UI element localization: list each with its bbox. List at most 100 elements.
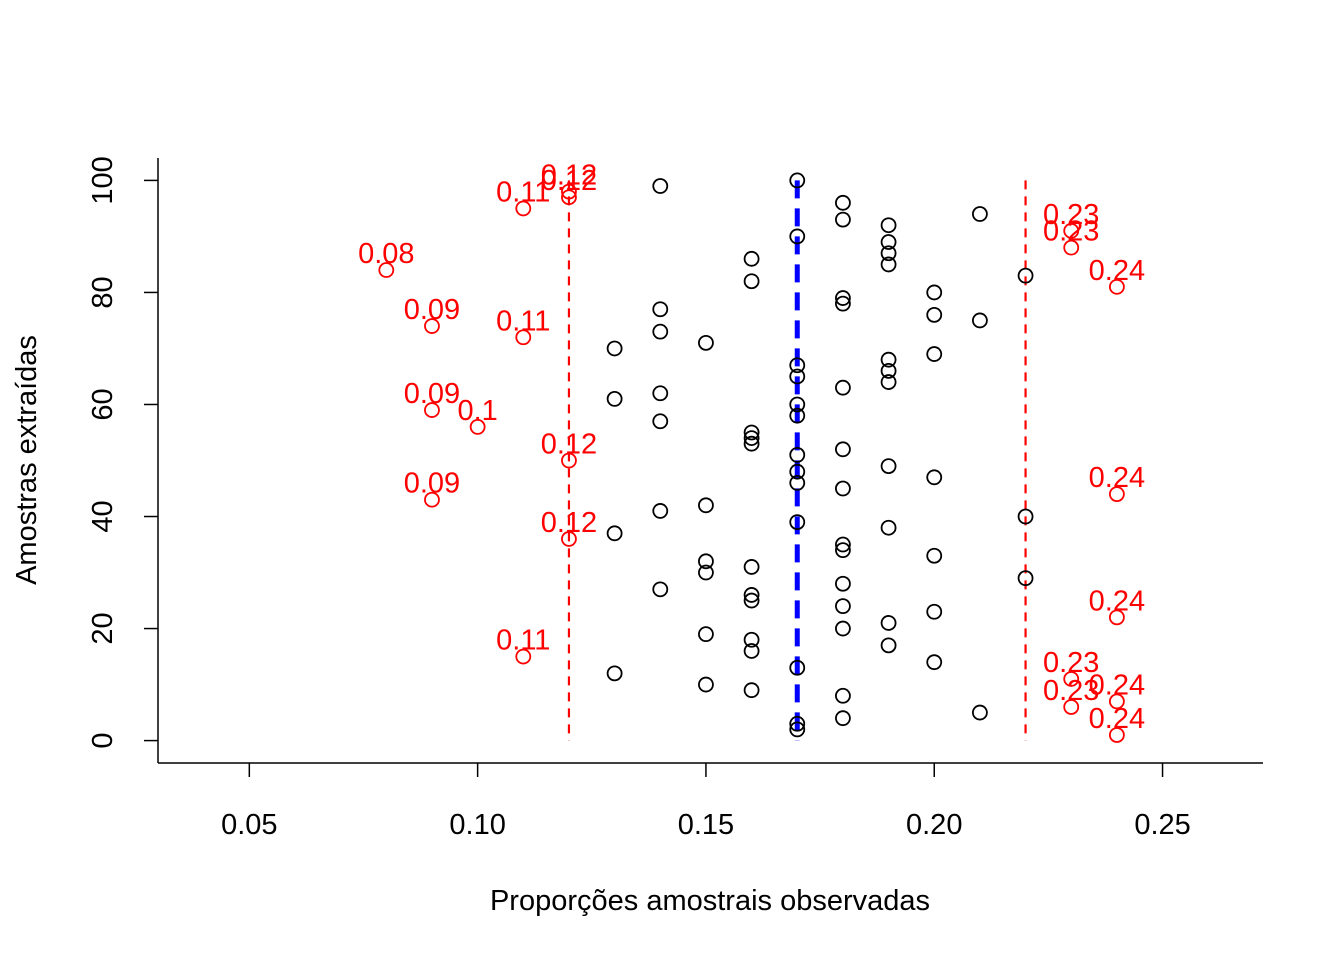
data-point <box>652 323 669 340</box>
outlier-point <box>1063 222 1080 239</box>
data-point <box>972 206 988 222</box>
data-point <box>835 536 851 553</box>
data-point <box>743 435 760 452</box>
data-point <box>698 564 714 581</box>
x-tick-label: 0.25 <box>1134 809 1190 841</box>
outlier-label: 0.11 <box>496 176 550 208</box>
outlier-point <box>515 200 532 217</box>
outlier-point <box>424 318 440 334</box>
data-point <box>835 710 851 727</box>
outlier-point <box>378 262 395 278</box>
outlier-label: 0.09 <box>404 378 460 410</box>
data-point <box>652 178 669 194</box>
outlier-point <box>1108 727 1125 743</box>
data-point <box>926 284 943 301</box>
data-point <box>835 542 851 559</box>
outlier-point <box>561 452 577 469</box>
outlier-point <box>1063 239 1080 256</box>
data-point <box>835 620 851 637</box>
data-point <box>835 598 851 615</box>
data-point <box>698 553 714 570</box>
data-point <box>652 503 669 519</box>
data-point <box>880 234 897 250</box>
outlier-label: 0.24 <box>1089 703 1145 735</box>
data-point <box>880 256 897 273</box>
data-point <box>835 290 851 306</box>
data-point <box>880 362 897 379</box>
data-point <box>880 519 897 536</box>
data-point <box>835 480 851 497</box>
data-point <box>652 581 669 598</box>
outlier-point <box>1108 609 1125 626</box>
x-tick-label: 0.15 <box>678 809 734 841</box>
data-point <box>926 306 943 323</box>
outlier-point <box>469 418 486 435</box>
data-point <box>880 615 897 631</box>
data-point <box>652 413 669 430</box>
data-point <box>1017 267 1034 284</box>
data-point <box>743 250 760 267</box>
outlier-point <box>1108 486 1125 503</box>
outlier-point <box>1063 671 1080 687</box>
y-tick-label: 100 <box>87 156 119 204</box>
x-tick-label: 0.05 <box>221 809 277 841</box>
outlier-label: 0.09 <box>404 468 460 500</box>
outlier-label: 0.24 <box>1089 585 1145 617</box>
data-point <box>926 547 943 564</box>
data-point <box>743 592 760 609</box>
data-point <box>789 368 806 385</box>
outlier-point <box>424 491 440 508</box>
data-point <box>926 346 943 362</box>
data-point <box>880 351 897 368</box>
point-labels: 0.120.120.110.080.09 0.110.090.10.120.090… <box>358 160 1145 735</box>
data-point <box>789 172 806 189</box>
outlier-point <box>515 648 532 665</box>
outlier-label: 0.23 <box>1043 675 1099 707</box>
outlier-label: 0.12 <box>541 429 597 461</box>
data-point <box>743 424 760 441</box>
data-point <box>835 575 851 592</box>
data-point <box>698 676 714 693</box>
data-point <box>789 228 806 245</box>
data-point <box>880 217 897 234</box>
data-point <box>972 312 988 329</box>
data-point <box>652 385 669 402</box>
data-point <box>789 396 806 413</box>
data-point <box>835 295 851 312</box>
data-point <box>743 643 760 659</box>
data-point <box>743 587 760 603</box>
data-point <box>926 469 943 486</box>
data-point <box>743 273 760 290</box>
outlier-point <box>1108 693 1125 710</box>
y-axis-title: Amostras extraídas <box>11 335 43 585</box>
outlier-point <box>515 329 532 346</box>
outlier-label: 0.11 <box>496 625 550 657</box>
outlier-label: 0.24 <box>1089 462 1145 494</box>
data-point <box>698 497 714 514</box>
x-tick-label: 0.10 <box>449 809 505 841</box>
y-tick-label: 20 <box>87 612 119 644</box>
outlier-label: 0.24 <box>1089 669 1145 701</box>
y-tick-label: 0 <box>87 733 119 749</box>
data-point <box>789 715 806 732</box>
outlier-point <box>561 189 577 206</box>
data-point <box>835 194 851 211</box>
data-points <box>378 172 1125 743</box>
data-point <box>743 430 760 446</box>
data-point <box>789 721 806 738</box>
outlier-label: 0.23 <box>1043 216 1099 248</box>
data-point <box>880 374 897 390</box>
y-tick-label: 60 <box>87 388 119 420</box>
data-point <box>789 475 806 491</box>
outlier-label: 0.23 <box>1043 199 1099 231</box>
data-point <box>743 559 760 575</box>
y-tick-label: 80 <box>87 276 119 308</box>
data-point <box>1017 570 1034 587</box>
data-point <box>926 654 943 671</box>
data-point <box>789 659 806 676</box>
outlier-point <box>424 402 440 418</box>
data-point <box>652 301 669 318</box>
data-point <box>606 525 623 542</box>
data-point <box>880 458 897 475</box>
